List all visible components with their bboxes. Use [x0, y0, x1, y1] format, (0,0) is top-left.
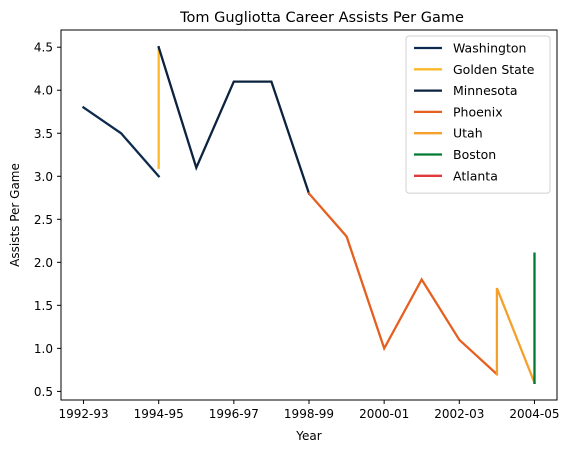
y-tick-label: 0.5 — [34, 385, 53, 399]
x-tick-label: 1996-97 — [209, 407, 259, 421]
y-tick-label: 2.0 — [34, 256, 53, 270]
series-line-utah — [495, 287, 536, 385]
series-line-washington — [81, 105, 161, 178]
legend-label: Utah — [453, 126, 483, 141]
chart-title: Tom Gugliotta Career Assists Per Game — [179, 10, 464, 26]
x-tick-label: 2002-03 — [434, 407, 484, 421]
series-line-phoenix — [307, 191, 499, 376]
x-tick-label: 2004-05 — [509, 407, 559, 421]
x-axis-label: Year — [295, 429, 321, 443]
x-tick-label: 2000-01 — [359, 407, 409, 421]
y-axis-label: Assists Per Game — [8, 163, 22, 267]
y-tick-label: 1.5 — [34, 299, 53, 313]
legend-label: Washington — [453, 41, 526, 56]
x-tick-label: 1998-99 — [284, 407, 334, 421]
y-axis: 0.5 1.0 1.5 2.0 2.5 3.0 3.5 4.0 4.5 — [34, 41, 61, 399]
legend: Washington Golden State Minnesota Phoenix Ut… — [405, 35, 551, 194]
legend-label: Phoenix — [453, 104, 503, 119]
y-tick-label: 4.5 — [34, 41, 53, 55]
y-tick-label: 2.5 — [34, 213, 53, 227]
legend-label: Atlanta — [453, 168, 498, 183]
y-tick-label: 3.0 — [34, 170, 53, 184]
y-tick-label: 3.5 — [34, 127, 53, 141]
series-lines — [81, 45, 536, 385]
y-tick-label: 4.0 — [34, 84, 53, 98]
x-axis: 1992-93 1994-95 1996-97 1998-99 2000-01 2002-… — [58, 400, 560, 421]
x-tick-label: 1994-95 — [134, 407, 184, 421]
y-tick-label: 1.0 — [34, 342, 53, 356]
legend-label: Minnesota — [453, 83, 518, 98]
legend-label: Golden State — [453, 62, 535, 77]
x-tick-label: 1992-93 — [58, 407, 108, 421]
series-line-minnesota — [157, 45, 311, 195]
legend-label: Boston — [453, 147, 496, 162]
